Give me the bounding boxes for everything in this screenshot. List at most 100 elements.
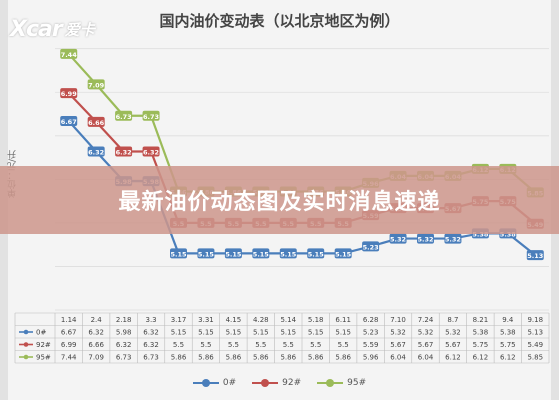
data-label: 6.66	[88, 119, 105, 127]
x-tick-label: 9.4	[502, 316, 514, 324]
table-cell: 6.99	[61, 341, 77, 349]
data-label: 6.67	[61, 118, 77, 126]
data-label-bg	[526, 250, 544, 261]
table-cell: 5.86	[253, 354, 269, 362]
table-cell: 5.15	[335, 329, 351, 337]
table-cell: 6.73	[143, 354, 159, 362]
table-cell: 5.15	[253, 329, 269, 337]
x-tick-label: 3.31	[198, 316, 214, 324]
table-row-label: 0#	[36, 329, 46, 337]
table-cell: 5.85	[527, 354, 543, 362]
x-tick-label: 8.7	[447, 316, 458, 324]
data-label-bg	[279, 248, 297, 259]
table-cell: 5.59	[363, 341, 379, 349]
data-label: 5.15	[170, 250, 187, 258]
brand-logo: Xcar 爱卡	[10, 12, 95, 46]
x-tick-label: 2.18	[116, 316, 132, 324]
table-legend-marker	[23, 342, 29, 347]
table-cell: 6.12	[445, 354, 461, 362]
data-table: 1.14 2.4 2.18 3.3 3.17 3.31 4.15 4.28 5.14 5.18 6.…	[14, 312, 550, 364]
headline-text: 最新油价动态图及实时消息速递	[118, 190, 441, 215]
x-tick-label: 6.28	[363, 316, 379, 324]
data-label: 5.15	[253, 250, 270, 258]
x-tick-label: 1.14	[61, 316, 77, 324]
table-cell: 5.96	[363, 354, 379, 362]
legend-item: 92#	[252, 378, 301, 388]
data-label: 6.73	[116, 113, 132, 121]
legend-label: 95#	[347, 378, 367, 388]
table-cell: 5.5	[173, 341, 184, 349]
data-label-bg	[87, 146, 105, 157]
table-cell: 5.86	[198, 354, 214, 362]
legend-swatch	[252, 379, 279, 387]
x-tick-label: 4.15	[226, 316, 242, 324]
table-cell: 5.86	[226, 354, 242, 362]
table-cell: 6.67	[61, 329, 77, 337]
data-label-bg	[389, 233, 407, 244]
table-cell: 5.98	[116, 329, 132, 337]
data-label-bg	[87, 79, 105, 90]
brand-cn: 爱卡	[64, 20, 95, 39]
chart-title: 国内油价变动表（以北京地区为例）	[159, 12, 400, 30]
data-label: 6.73	[143, 113, 159, 121]
data-label: 5.13	[527, 252, 543, 260]
table-cell: 6.12	[473, 354, 489, 362]
data-label: 6.99	[61, 90, 78, 98]
table-cell: 5.32	[390, 329, 406, 337]
data-label-bg	[60, 116, 78, 126]
table-row-label: 92#	[36, 341, 51, 349]
x-tick-label: 5.18	[308, 316, 324, 324]
x-tick-label: 3.3	[145, 316, 156, 324]
legend-item: 95#	[317, 378, 366, 388]
data-label: 5.38	[500, 230, 517, 238]
table-cell: 5.5	[228, 341, 239, 349]
data-label: 5.32	[445, 236, 461, 244]
table-cell: 5.32	[445, 329, 461, 337]
x-tick-label: 4.28	[253, 316, 269, 324]
table-cell: 7.44	[61, 354, 77, 362]
data-label-bg	[115, 146, 133, 157]
chart-legend: 0# 92# 95#	[0, 378, 559, 388]
data-label-bg	[197, 248, 215, 259]
data-label-bg	[142, 146, 160, 157]
data-label-bg	[224, 248, 242, 259]
table-cell: 5.5	[310, 341, 321, 349]
table-cell: 6.04	[390, 354, 406, 362]
table-cell: 5.5	[200, 341, 211, 349]
legend-label: 92#	[282, 378, 302, 388]
table-cell: 5.38	[473, 329, 489, 337]
table-cell: 6.32	[88, 329, 104, 337]
data-label-bg	[60, 48, 78, 59]
data-label-bg	[142, 110, 160, 121]
table-row-label: 95#	[36, 354, 51, 362]
data-label: 5.38	[472, 230, 489, 238]
data-label-bg	[307, 248, 325, 259]
x-tick-label: 8.21	[473, 316, 489, 324]
table-cell: 6.66	[88, 341, 104, 349]
x-tick-label: 3.17	[171, 316, 187, 324]
table-cell: 5.5	[255, 341, 266, 349]
table-cell: 5.15	[280, 329, 296, 337]
table-cell: 5.38	[500, 329, 516, 337]
table-cell: 5.49	[527, 341, 543, 349]
table-cell: 5.15	[308, 329, 324, 337]
headline-banner: 最新油价动态图及实时消息速递	[0, 166, 559, 234]
table-cell: 5.5	[338, 341, 349, 349]
x-tick-label: 7.10	[390, 316, 406, 324]
table-cell: 5.67	[390, 341, 406, 349]
data-label: 5.15	[335, 250, 352, 258]
table-cell: 5.86	[335, 354, 351, 362]
data-label-bg	[252, 248, 270, 259]
table-legend-marker	[23, 329, 29, 335]
data-label-bg	[115, 110, 133, 121]
table-cell: 5.15	[198, 329, 214, 337]
x-tick-label: 5.14	[280, 316, 296, 324]
legend-swatch	[317, 379, 344, 387]
data-label: 7.09	[88, 81, 105, 89]
table-cell: 5.32	[418, 329, 434, 337]
table-cell: 6.04	[418, 354, 434, 362]
data-label-bg	[444, 233, 462, 244]
data-label: 6.32	[88, 148, 104, 156]
data-label: 7.44	[61, 51, 78, 59]
data-label: 5.15	[280, 250, 297, 258]
